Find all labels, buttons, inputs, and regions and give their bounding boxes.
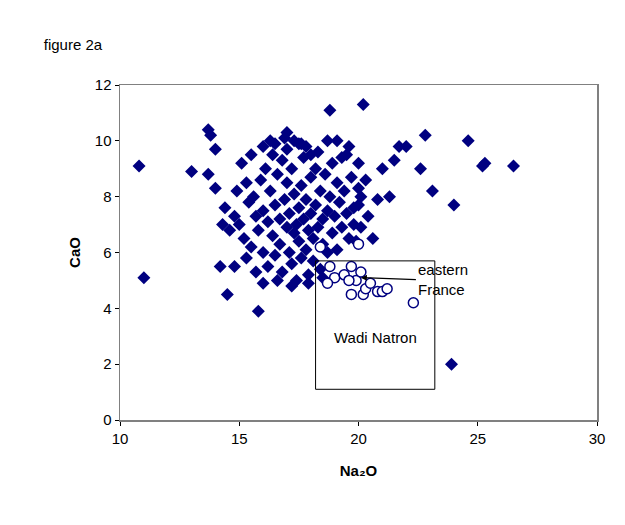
svg-text:4: 4 [103, 300, 111, 317]
svg-text:CaO: CaO [66, 237, 83, 268]
svg-text:6: 6 [103, 244, 111, 261]
svg-text:12: 12 [95, 76, 112, 93]
svg-text:15: 15 [231, 430, 248, 447]
svg-text:20: 20 [350, 430, 367, 447]
svg-text:30: 30 [589, 430, 606, 447]
svg-text:2: 2 [103, 355, 111, 372]
svg-text:10: 10 [95, 132, 112, 149]
svg-text:8: 8 [103, 188, 111, 205]
svg-text:Wadi Natron: Wadi Natron [334, 329, 417, 346]
svg-text:0: 0 [103, 411, 111, 428]
svg-text:figure 2a: figure 2a [44, 36, 103, 53]
svg-text:Na₂O: Na₂O [340, 462, 378, 479]
svg-text:10: 10 [112, 430, 129, 447]
svg-text:25: 25 [469, 430, 486, 447]
svg-text:easternFrance: easternFrance [418, 261, 468, 298]
